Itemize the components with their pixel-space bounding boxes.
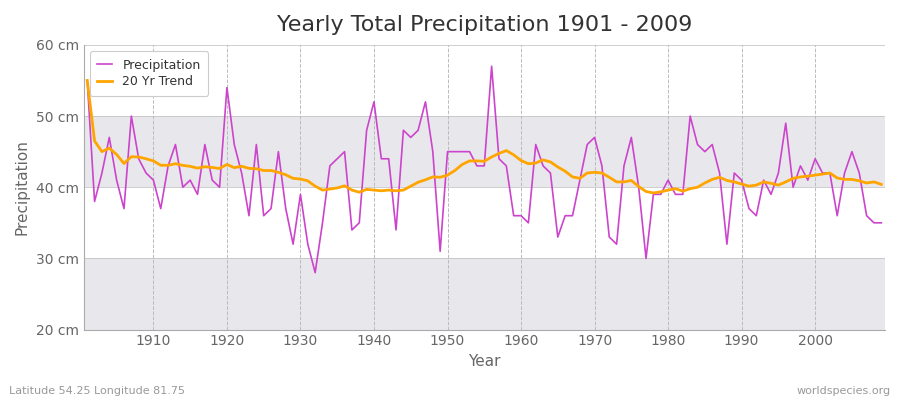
20 Yr Trend [648,190,659,195]
20 Yr Trend [82,78,93,83]
Bar [84,45,885,116]
X-axis label: Year: Year [468,354,500,369]
Legend: Precipitation, 20 Yr Trend: Precipitation, 20 Yr Trend [90,51,208,96]
Bar [84,187,885,258]
Precipitation [618,164,629,168]
Precipitation [523,220,534,225]
Precipitation [876,220,886,225]
Precipitation [82,78,93,83]
Precipitation [354,220,364,225]
20 Yr Trend [346,188,357,192]
Line: 20 Yr Trend: 20 Yr Trend [87,80,881,193]
Text: worldspecies.org: worldspecies.org [796,386,891,396]
20 Yr Trend [508,152,519,157]
20 Yr Trend [876,182,886,187]
20 Yr Trend [516,158,526,163]
Precipitation [140,171,151,176]
20 Yr Trend [140,156,151,161]
Y-axis label: Precipitation: Precipitation [15,139,30,235]
Precipitation [530,142,541,147]
20 Yr Trend [302,178,313,183]
20 Yr Trend [604,175,615,180]
Bar [84,258,885,330]
Precipitation [486,64,497,69]
Text: Latitude 54.25 Longitude 81.75: Latitude 54.25 Longitude 81.75 [9,386,185,396]
Line: Precipitation: Precipitation [87,66,881,273]
Precipitation [302,242,313,246]
Title: Yearly Total Precipitation 1901 - 2009: Yearly Total Precipitation 1901 - 2009 [276,15,692,35]
Bar [84,116,885,187]
Precipitation [310,270,320,275]
